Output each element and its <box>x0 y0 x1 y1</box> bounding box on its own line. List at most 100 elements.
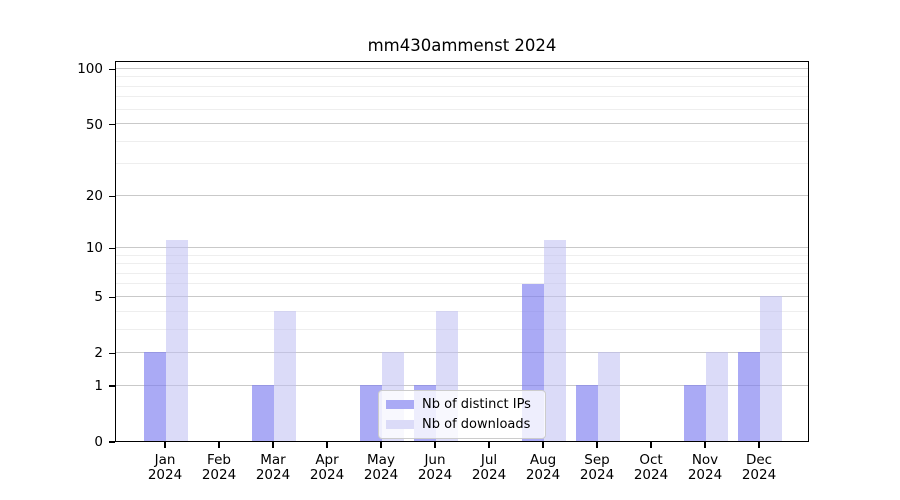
bar-distinct-ips <box>360 385 382 441</box>
gridline-major <box>116 68 808 69</box>
x-axis-tick-label: Aug 2024 <box>508 453 578 483</box>
x-axis-tick-label: Oct 2024 <box>616 453 686 483</box>
x-tick-year: 2024 <box>309 467 345 483</box>
x-tick-month: Nov <box>691 452 719 468</box>
x-tick-year: 2024 <box>201 467 237 483</box>
x-tick-mark <box>380 442 382 448</box>
bar-downloads <box>706 352 728 441</box>
y-tick-mark <box>109 352 115 355</box>
x-tick-mark <box>758 442 760 448</box>
legend-row-downloads: Nb of downloads <box>386 417 537 432</box>
x-axis-tick-label: Nov 2024 <box>670 453 740 483</box>
gridline-minor <box>116 254 808 256</box>
x-axis-tick-label: Jul 2024 <box>454 453 524 483</box>
x-tick-month: Sep <box>584 452 610 468</box>
y-axis-tick-label: 5 <box>94 289 103 306</box>
x-tick-month: Jul <box>480 452 498 468</box>
x-tick-year: 2024 <box>687 467 723 483</box>
gridline-minor <box>116 263 808 265</box>
x-axis-tick-label: Jan 2024 <box>130 453 200 483</box>
x-axis-tick-label: Apr 2024 <box>292 453 362 483</box>
bar-downloads <box>760 296 782 441</box>
gridline-minor <box>116 272 808 274</box>
y-axis-tick-label: 100 <box>77 61 103 78</box>
legend: Nb of distinct IPs Nb of downloads <box>378 390 546 439</box>
bar-distinct-ips <box>252 385 274 441</box>
gridline-major <box>116 295 808 297</box>
x-tick-year: 2024 <box>417 467 453 483</box>
x-tick-month: Oct <box>639 452 663 468</box>
legend-swatch-distinct-ips <box>386 400 414 409</box>
x-tick-mark <box>434 442 436 448</box>
x-axis-tick-label: Feb 2024 <box>184 453 254 483</box>
x-tick-mark <box>542 442 544 448</box>
x-tick-month: Apr <box>315 452 339 468</box>
x-tick-mark <box>704 442 706 448</box>
bar-distinct-ips <box>144 352 166 441</box>
plot-area: Nb of distinct IPs Nb of downloads <box>115 61 809 442</box>
x-tick-month: May <box>367 452 395 468</box>
bar-downloads <box>544 240 566 441</box>
x-axis-tick-label: Dec 2024 <box>724 453 794 483</box>
x-axis-tick-label: Sep 2024 <box>562 453 632 483</box>
bar-downloads <box>274 311 296 441</box>
x-tick-year: 2024 <box>255 467 291 483</box>
x-tick-mark <box>164 442 166 448</box>
gridline-minor <box>116 85 808 87</box>
x-tick-mark <box>326 442 328 448</box>
x-tick-month: Aug <box>529 452 557 468</box>
x-tick-month: Mar <box>260 452 286 468</box>
bar-distinct-ips <box>684 385 706 441</box>
gridline-major <box>116 246 808 248</box>
y-axis-tick-label: 1 <box>94 378 103 395</box>
gridline-major <box>116 351 808 353</box>
x-tick-year: 2024 <box>633 467 669 483</box>
gridline-major <box>116 194 808 196</box>
gridline-minor <box>116 140 808 142</box>
gridline-minor <box>116 96 808 98</box>
x-tick-year: 2024 <box>525 467 561 483</box>
bar-distinct-ips <box>738 352 760 441</box>
bar-downloads <box>598 352 620 441</box>
y-tick-mark <box>109 441 115 443</box>
y-tick-mark <box>109 296 115 299</box>
x-axis-tick-label: Jun 2024 <box>400 453 470 483</box>
y-tick-mark <box>109 195 115 197</box>
x-tick-year: 2024 <box>579 467 615 483</box>
x-tick-year: 2024 <box>363 467 399 483</box>
y-tick-mark <box>109 247 115 250</box>
x-tick-month: Dec <box>745 452 773 468</box>
gridline-major <box>116 384 808 386</box>
y-tick-mark <box>109 68 115 71</box>
gridline-minor <box>116 310 808 312</box>
y-tick-mark <box>109 385 115 387</box>
x-axis-tick-label: May 2024 <box>346 453 416 483</box>
x-tick-month: Feb <box>207 452 231 468</box>
y-tick-mark <box>109 123 115 126</box>
y-axis-tick-label: 50 <box>85 116 103 133</box>
x-axis-tick-label: Mar 2024 <box>238 453 308 483</box>
x-tick-year: 2024 <box>471 467 507 483</box>
x-tick-year: 2024 <box>147 467 183 483</box>
y-axis-tick-label: 20 <box>85 188 103 205</box>
x-tick-year: 2024 <box>741 467 777 483</box>
x-tick-mark <box>650 442 652 448</box>
gridline-minor <box>116 328 808 330</box>
x-tick-mark <box>272 442 274 448</box>
gridline-minor <box>116 76 808 78</box>
y-axis-tick-label: 0 <box>94 434 103 450</box>
gridline-major <box>116 123 808 125</box>
legend-label-downloads: Nb of downloads <box>422 417 531 432</box>
chart-title: mm430ammenst 2024 <box>367 36 557 55</box>
x-tick-month: Jun <box>424 452 446 468</box>
bar-distinct-ips <box>576 385 598 441</box>
gridline-minor <box>116 163 808 165</box>
x-tick-mark <box>218 442 220 448</box>
legend-label-distinct-ips: Nb of distinct IPs <box>422 397 531 412</box>
gridline-minor <box>116 108 808 110</box>
y-axis-tick-label: 2 <box>94 345 103 362</box>
bar-downloads <box>166 240 188 441</box>
y-axis-tick-label: 10 <box>85 240 103 257</box>
x-tick-mark <box>596 442 598 448</box>
